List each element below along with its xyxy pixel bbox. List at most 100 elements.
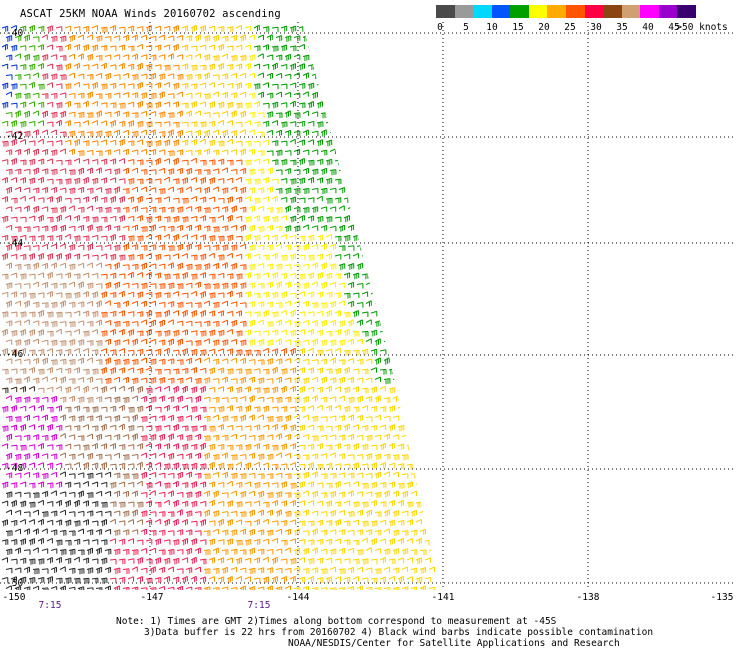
wind-barb xyxy=(95,510,103,517)
wind-barb xyxy=(100,423,107,432)
wind-barb xyxy=(329,263,337,270)
wind-barb xyxy=(140,54,148,60)
wind-barb xyxy=(388,558,396,565)
wind-barb xyxy=(55,499,62,507)
wind-barb xyxy=(41,376,48,382)
wind-barb xyxy=(275,188,283,194)
colorbar-swatch xyxy=(677,5,697,18)
wind-barb xyxy=(1,177,8,184)
wind-barb xyxy=(127,463,135,469)
wind-barb xyxy=(365,338,372,344)
wind-barb xyxy=(316,215,324,223)
wind-barb xyxy=(154,538,161,546)
wind-barb xyxy=(329,548,337,555)
wind-barb xyxy=(212,74,220,80)
wind-barb xyxy=(275,396,283,404)
wind-barb xyxy=(28,81,35,89)
wind-barb xyxy=(163,385,170,392)
wind-barb xyxy=(82,196,90,203)
wind-barb xyxy=(5,339,13,345)
wind-barb xyxy=(298,291,305,297)
wind-barb xyxy=(149,35,157,42)
wind-barb xyxy=(82,480,89,487)
wind-barb xyxy=(64,330,72,337)
wind-barb xyxy=(275,169,283,175)
wind-barb xyxy=(361,348,369,356)
wind-barb xyxy=(338,205,345,211)
wind-barb xyxy=(185,471,192,478)
wind-barb xyxy=(383,509,390,517)
wind-barb xyxy=(410,509,418,517)
wind-barb xyxy=(293,396,301,403)
wind-barb xyxy=(5,130,13,137)
wind-barb xyxy=(199,291,206,299)
wind-barb xyxy=(298,576,306,583)
wind-barb xyxy=(73,444,81,450)
wind-barb xyxy=(32,338,39,344)
wind-barb xyxy=(221,35,229,42)
wind-barb xyxy=(226,348,234,355)
wind-barb xyxy=(10,330,18,337)
wind-barb xyxy=(37,404,44,412)
wind-barb xyxy=(167,206,175,213)
wind-barb xyxy=(41,472,49,480)
wind-barb xyxy=(104,566,112,574)
wind-barb xyxy=(257,301,265,308)
wind-barb xyxy=(167,186,174,192)
wind-barb xyxy=(262,26,270,33)
wind-barb xyxy=(19,291,27,298)
wind-barb xyxy=(343,328,350,337)
wind-barb xyxy=(172,215,180,223)
wind-barb xyxy=(19,500,27,508)
wind-barb xyxy=(244,272,251,279)
wind-barb xyxy=(248,586,256,590)
wind-barb xyxy=(154,291,162,299)
wind-barb xyxy=(208,25,216,32)
wind-barb xyxy=(104,528,112,535)
wind-barb xyxy=(37,138,44,145)
wind-barb xyxy=(194,433,201,440)
wind-barb xyxy=(55,349,63,355)
wind-barb xyxy=(32,245,40,251)
wind-barb xyxy=(244,291,251,298)
wind-barb xyxy=(55,444,63,451)
wind-barb xyxy=(23,53,31,61)
wind-barb xyxy=(208,367,216,375)
wind-barb xyxy=(248,472,256,479)
wind-barb xyxy=(37,499,44,506)
wind-barb xyxy=(257,339,265,346)
wind-barb xyxy=(55,367,63,374)
wind-barb xyxy=(253,158,261,164)
wind-barb xyxy=(356,529,364,536)
wind-barb xyxy=(185,302,193,308)
wind-barb xyxy=(298,177,306,185)
wind-barb xyxy=(316,500,324,507)
wind-barb xyxy=(23,586,31,590)
wind-barb xyxy=(145,178,153,184)
wind-barb xyxy=(167,35,175,41)
wind-barb xyxy=(298,500,305,506)
wind-barb xyxy=(77,53,84,60)
wind-barb xyxy=(365,529,373,536)
wind-barb xyxy=(46,290,53,298)
wind-barb xyxy=(118,367,126,374)
wind-barb xyxy=(374,357,381,365)
wind-barb xyxy=(50,433,58,441)
wind-barb xyxy=(257,548,265,555)
wind-barb xyxy=(149,358,157,365)
wind-barb xyxy=(100,557,108,565)
wind-barb xyxy=(172,349,180,356)
wind-barb xyxy=(104,130,112,138)
wind-barb xyxy=(199,330,207,337)
wind-barb xyxy=(23,205,30,212)
wind-barb xyxy=(235,63,243,70)
wind-barb xyxy=(50,54,58,60)
wind-barb xyxy=(271,159,279,166)
wind-barb xyxy=(266,549,274,555)
wind-barb xyxy=(383,378,391,385)
wind-barb xyxy=(163,463,171,470)
wind-barb xyxy=(140,129,147,135)
wind-barb xyxy=(329,206,337,212)
wind-barb xyxy=(19,444,27,451)
lat-label: -44 xyxy=(6,238,24,249)
